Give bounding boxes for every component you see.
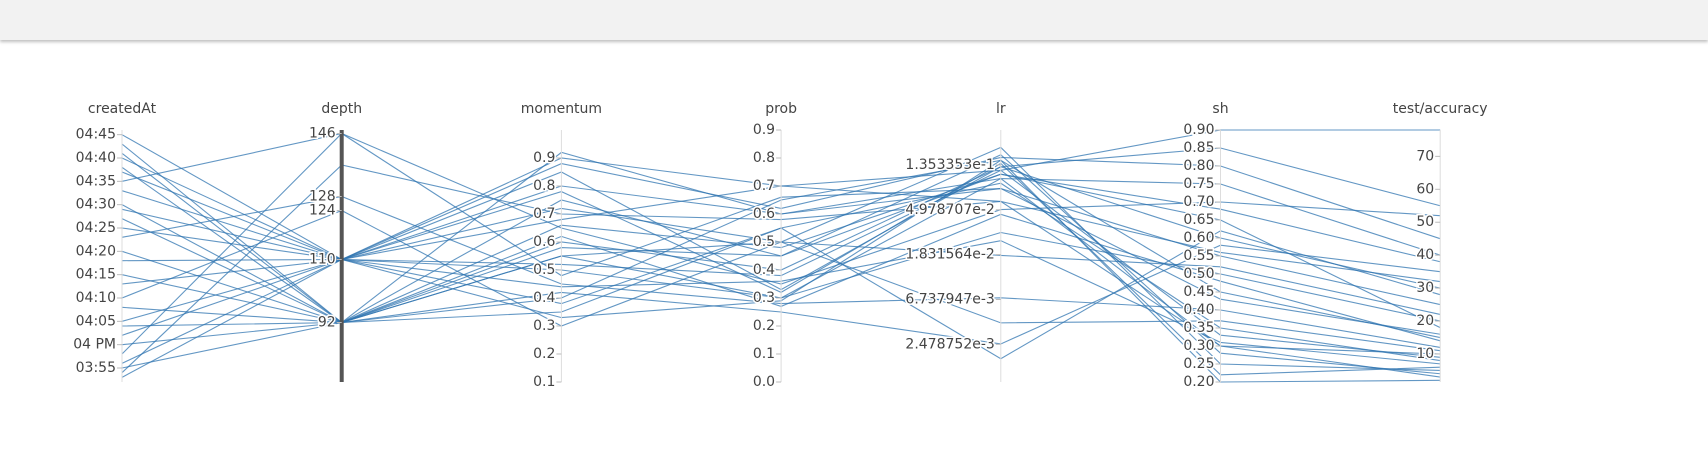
tick-label: 0.40: [1183, 302, 1214, 318]
tick-label: 0.8: [753, 150, 775, 166]
tick-label: 128: [309, 189, 336, 205]
tick-label: 0.2: [753, 318, 775, 334]
tick-label: 04:30: [76, 197, 116, 213]
axis-title: sh: [1212, 101, 1228, 117]
top-bar: [0, 0, 1708, 40]
tick-label: 0.75: [1183, 176, 1214, 192]
tick-label: 0.35: [1183, 320, 1214, 336]
tick-label: 60: [1416, 181, 1434, 197]
tick-label: 0.4: [753, 262, 775, 278]
tick-label: 0.20: [1183, 374, 1214, 390]
tick-label: 0.1: [533, 374, 555, 390]
axis-title: test/accuracy: [1393, 101, 1488, 117]
tick-label: 04 PM: [73, 337, 116, 353]
tick-label: 03:55: [76, 360, 116, 376]
tick-label: 04:45: [76, 127, 116, 143]
tick-label: 0.7: [753, 178, 775, 194]
axis-title: createdAt: [88, 101, 157, 117]
tick-label: 1.831564e-2: [905, 247, 994, 263]
tick-label: 20: [1416, 313, 1434, 329]
tick-label: 0.6: [533, 234, 555, 250]
tick-label: 0.90: [1183, 122, 1214, 138]
tick-label: 0.65: [1183, 212, 1214, 228]
axis-title: lr: [996, 101, 1006, 117]
tick-label: 0.3: [533, 318, 555, 334]
tick-label: 92: [318, 315, 336, 331]
tick-label: 0.25: [1183, 356, 1214, 372]
tick-label: 40: [1416, 247, 1434, 263]
tick-label: 146: [309, 126, 336, 142]
tick-label: 0.85: [1183, 140, 1214, 156]
tick-label: 0.60: [1183, 230, 1214, 246]
tick-label: 0.4: [533, 290, 555, 306]
tick-label: 110: [309, 252, 336, 268]
tick-label: 0.80: [1183, 158, 1214, 174]
tick-label: 0.50: [1183, 266, 1214, 282]
tick-label: 04:10: [76, 290, 116, 306]
tick-label: 2.478752e-3: [905, 336, 994, 352]
axis-title: momentum: [521, 101, 602, 117]
tick-label: 1.353353e-1: [905, 157, 994, 173]
tick-label: 0.7: [533, 206, 555, 222]
tick-label: 04:40: [76, 150, 116, 166]
tick-label: 30: [1416, 280, 1434, 296]
axis-title: prob: [765, 101, 797, 117]
tick-label: 6.737947e-3: [905, 291, 994, 307]
tick-label: 50: [1416, 214, 1434, 230]
tick-label: 0.6: [753, 206, 775, 222]
tick-label: 0.0: [753, 374, 775, 390]
tick-label: 70: [1416, 148, 1434, 164]
tick-label: 04:35: [76, 173, 116, 189]
tick-label: 0.9: [533, 150, 555, 166]
tick-label: 04:05: [76, 313, 116, 329]
tick-label: 0.2: [533, 346, 555, 362]
tick-label: 0.45: [1183, 284, 1214, 300]
tick-label: 10: [1416, 346, 1434, 362]
tick-label: 0.5: [753, 234, 775, 250]
tick-label: 0.30: [1183, 338, 1214, 354]
tick-label: 0.1: [753, 346, 775, 362]
tick-label: 4.978707e-2: [905, 202, 994, 218]
tick-label: 124: [309, 203, 336, 219]
axis-title: depth: [321, 101, 362, 117]
tick-label: 04:20: [76, 243, 116, 259]
tick-label: 0.70: [1183, 194, 1214, 210]
tick-label: 0.55: [1183, 248, 1214, 264]
tick-label: 04:25: [76, 220, 116, 236]
tick-label: 0.5: [533, 262, 555, 278]
tick-label: 0.9: [753, 122, 775, 138]
tick-label: 0.8: [533, 178, 555, 194]
tick-label: 04:15: [76, 267, 116, 283]
tick-label: 0.3: [753, 290, 775, 306]
